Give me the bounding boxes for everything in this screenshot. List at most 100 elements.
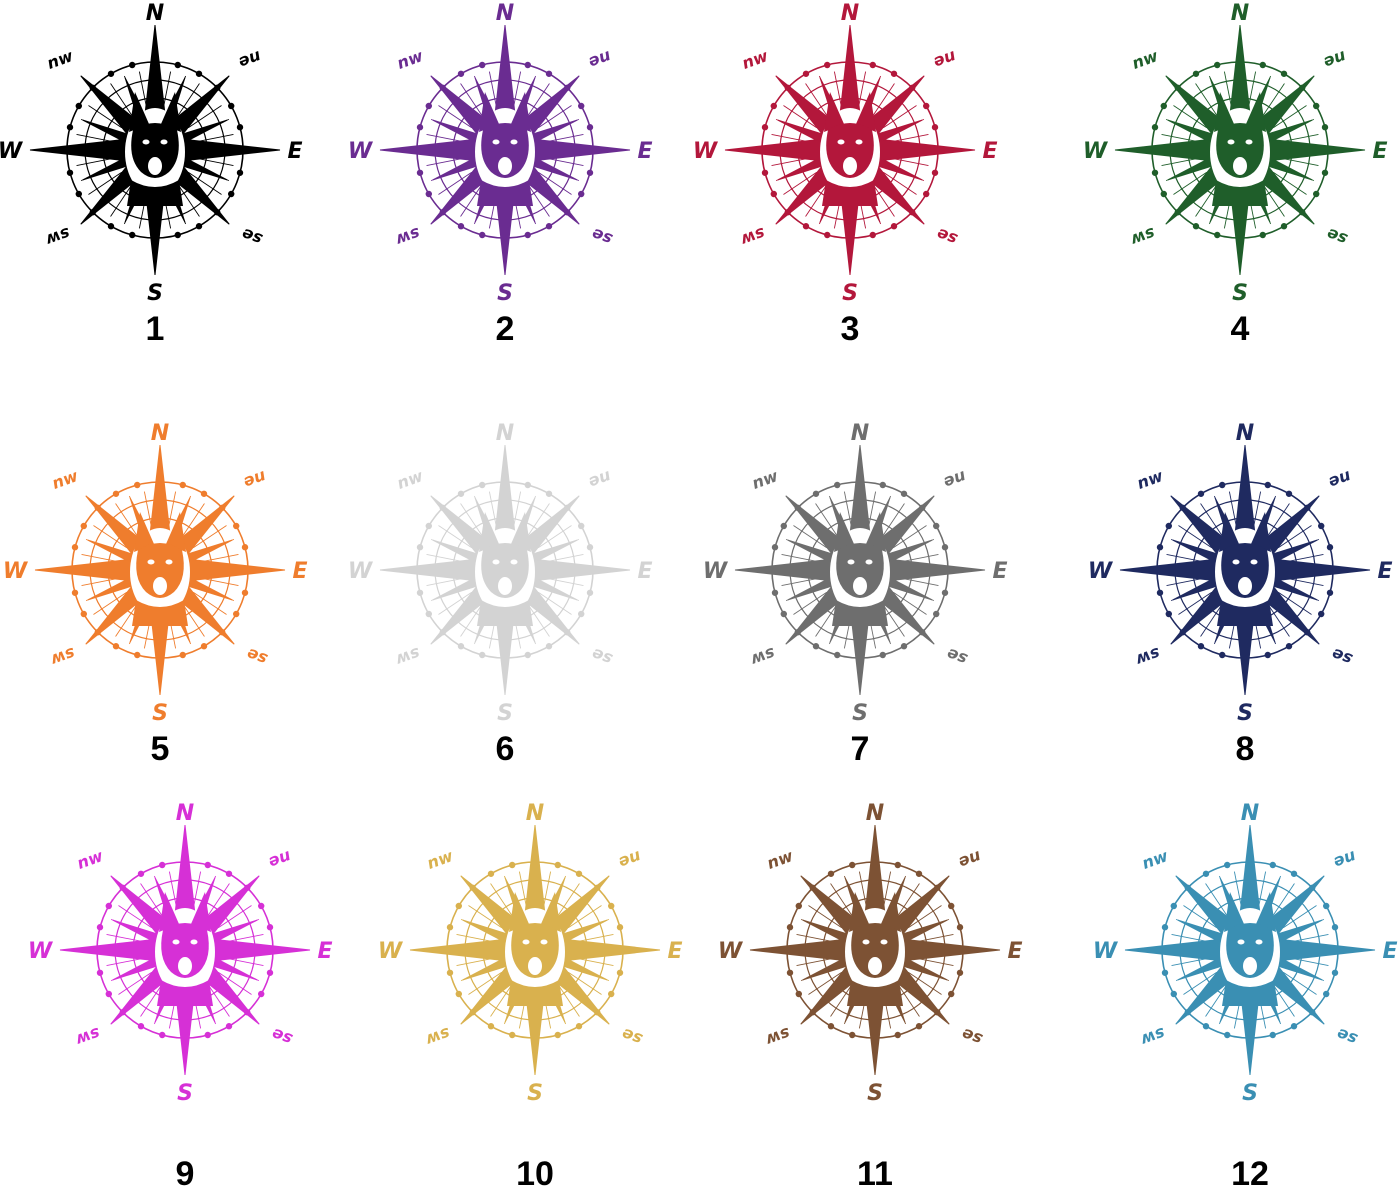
direction-label-e: E: [1382, 939, 1397, 964]
variant-number: 6: [495, 730, 515, 768]
direction-label-sw: sw: [1133, 644, 1163, 670]
variant-number: 12: [1231, 1155, 1269, 1193]
direction-label-se: se: [589, 644, 615, 669]
direction-label-n: N: [151, 421, 169, 446]
direction-label-ne: ne: [1331, 847, 1359, 873]
direction-label-sw: sw: [738, 224, 768, 250]
variant-number: 5: [150, 730, 170, 768]
compass-rose-icon: N S E Wne nw se sw: [693, 1, 998, 306]
direction-label-n: N: [1236, 421, 1254, 446]
direction-label-se: se: [944, 644, 970, 669]
direction-label-sw: sw: [423, 1024, 453, 1050]
compass-rose-icon: N S E Wne nw se sw: [1083, 1, 1388, 306]
direction-label-nw: nw: [1134, 466, 1165, 493]
direction-label-se: se: [959, 1024, 985, 1049]
direction-label-ne: ne: [956, 847, 984, 873]
direction-label-nw: nw: [394, 466, 425, 493]
direction-label-e: E: [637, 139, 652, 164]
direction-label-nw: nw: [749, 466, 780, 493]
direction-label-ne: ne: [616, 847, 644, 873]
direction-label-sw: sw: [763, 1024, 793, 1050]
direction-label-n: N: [851, 421, 869, 446]
variant-number: 3: [840, 310, 860, 348]
direction-label-w: W: [348, 139, 374, 164]
direction-label-s: S: [842, 281, 858, 306]
direction-label-w: W: [718, 939, 744, 964]
direction-label-se: se: [1324, 224, 1350, 249]
direction-label-e: E: [287, 139, 302, 164]
compass-rose-icon: N S E Wne nw se sw: [1093, 801, 1398, 1106]
compass-rose-icon: N S E Wne nw se sw: [718, 801, 1023, 1106]
direction-label-n: N: [1241, 801, 1259, 826]
direction-label-nw: nw: [44, 46, 75, 73]
direction-label-s: S: [527, 1081, 543, 1106]
direction-label-se: se: [239, 224, 265, 249]
direction-label-ne: ne: [586, 47, 614, 73]
direction-label-w: W: [703, 559, 729, 584]
direction-label-nw: nw: [424, 846, 455, 873]
variant-number: 8: [1235, 730, 1255, 768]
direction-label-sw: sw: [43, 224, 73, 250]
direction-label-ne: ne: [941, 467, 969, 493]
direction-label-se: se: [934, 224, 960, 249]
direction-label-ne: ne: [1326, 467, 1354, 493]
direction-label-n: N: [176, 801, 194, 826]
direction-label-ne: ne: [236, 47, 264, 73]
direction-label-sw: sw: [48, 644, 78, 670]
direction-label-ne: ne: [266, 847, 294, 873]
direction-label-s: S: [1232, 281, 1248, 306]
direction-label-e: E: [317, 939, 332, 964]
variant-number: 9: [175, 1155, 195, 1193]
direction-label-nw: nw: [1129, 46, 1160, 73]
direction-label-s: S: [497, 701, 513, 726]
direction-label-sw: sw: [1138, 1024, 1168, 1050]
direction-label-w: W: [0, 139, 24, 164]
direction-label-s: S: [1242, 1081, 1258, 1106]
direction-label-nw: nw: [394, 46, 425, 73]
direction-label-w: W: [28, 939, 54, 964]
direction-label-sw: sw: [393, 224, 423, 250]
direction-label-w: W: [378, 939, 404, 964]
compass-rose-icon: N S E Wne nw se sw: [703, 421, 1008, 726]
direction-label-e: E: [992, 559, 1007, 584]
direction-label-w: W: [1093, 939, 1119, 964]
direction-label-w: W: [348, 559, 374, 584]
direction-label-n: N: [1231, 1, 1249, 26]
direction-label-nw: nw: [1139, 846, 1170, 873]
variant-number: 10: [516, 1155, 554, 1193]
direction-label-ne: ne: [1321, 47, 1349, 73]
direction-label-s: S: [1237, 701, 1253, 726]
direction-label-se: se: [1329, 644, 1355, 669]
direction-label-ne: ne: [586, 467, 614, 493]
direction-label-n: N: [841, 1, 859, 26]
direction-label-nw: nw: [74, 846, 105, 873]
compass-rose-icon: N S E Wne nw se sw: [3, 421, 308, 726]
direction-label-nw: nw: [49, 466, 80, 493]
direction-label-w: W: [1088, 559, 1114, 584]
direction-label-w: W: [693, 139, 719, 164]
direction-label-se: se: [244, 644, 270, 669]
direction-label-e: E: [982, 139, 997, 164]
direction-label-e: E: [1007, 939, 1022, 964]
direction-label-sw: sw: [748, 644, 778, 670]
direction-label-e: E: [1377, 559, 1392, 584]
direction-label-sw: sw: [1128, 224, 1158, 250]
direction-label-ne: ne: [241, 467, 269, 493]
direction-label-n: N: [146, 1, 164, 26]
direction-label-se: se: [1334, 1024, 1360, 1049]
direction-label-se: se: [619, 1024, 645, 1049]
direction-label-s: S: [497, 281, 513, 306]
direction-label-n: N: [496, 1, 514, 26]
variant-number: 11: [857, 1155, 893, 1193]
direction-label-e: E: [1372, 139, 1387, 164]
compass-rose-icon: N S E Wne nw se sw: [28, 801, 333, 1106]
